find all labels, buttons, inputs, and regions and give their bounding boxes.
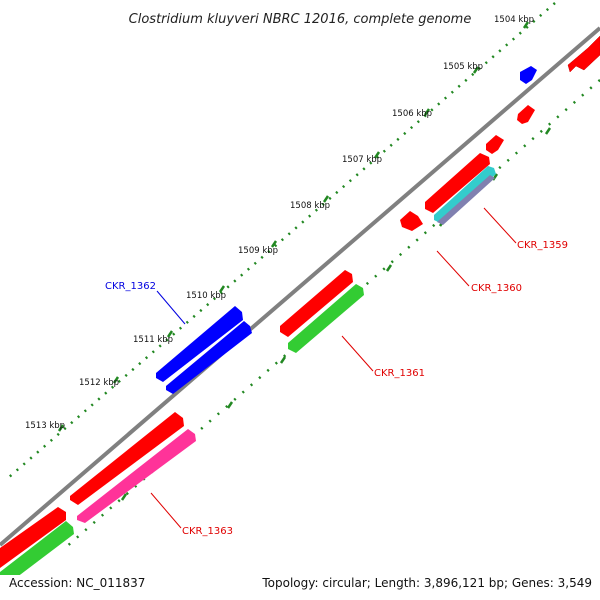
tick-label: 1512 kbp xyxy=(79,378,119,388)
tick-label: 1511 kbp xyxy=(133,335,173,345)
tick-label: 1509 kbp xyxy=(238,246,278,256)
gene-arrow-red[interactable] xyxy=(567,35,600,73)
gene-arrow-red[interactable] xyxy=(70,412,184,505)
scale-dotted-line-outer xyxy=(7,2,556,479)
gene-arrow-red[interactable] xyxy=(592,37,600,52)
gene-label-ckr-1362[interactable]: CKR_1362 xyxy=(105,281,156,292)
gene-arrow-red[interactable] xyxy=(400,211,423,231)
gene-arrow-red[interactable] xyxy=(517,105,535,124)
tick-labels: 1504 kbp 1505 kbp 1506 kbp 1507 kbp 1508… xyxy=(25,15,534,431)
callout-line xyxy=(341,335,374,372)
tick-label: 1506 kbp xyxy=(392,109,432,119)
gene-labels: CKR_1359 CKR_1360 CKR_1361 CKR_1362 CKR_… xyxy=(105,240,568,537)
tick-label: 1508 kbp xyxy=(290,201,330,211)
gene-arrow-red[interactable] xyxy=(486,135,504,154)
gene-arrow-blue[interactable] xyxy=(156,306,243,382)
genome-summary-text: Topology: circular; Length: 3,896,121 bp… xyxy=(261,576,592,590)
gene-arrow-green[interactable] xyxy=(0,521,74,590)
gene-arrow-cyan[interactable] xyxy=(434,166,496,223)
gene-arrow-blue[interactable] xyxy=(166,321,252,394)
callout-line xyxy=(156,290,186,325)
gene-arrow-red[interactable] xyxy=(0,507,66,568)
gene-label-ckr-1363[interactable]: CKR_1363 xyxy=(182,526,233,537)
gene-arrow-blue[interactable] xyxy=(520,66,537,84)
gene-label-ckr-1361[interactable]: CKR_1361 xyxy=(374,368,425,379)
accession-text: Accession: NC_011837 xyxy=(9,576,145,590)
tick-label: 1504 kbp xyxy=(494,15,534,25)
tick-label: 1505 kbp xyxy=(443,62,483,72)
gene-marker-green xyxy=(0,573,6,575)
callout-line xyxy=(436,250,470,287)
map-title: Clostridium kluyveri NBRC 12016, complet… xyxy=(129,12,472,27)
gene-arrow-red[interactable] xyxy=(425,153,490,213)
callout-line xyxy=(150,492,182,529)
genome-backbone xyxy=(0,26,600,547)
tick-marks xyxy=(57,21,530,432)
gene-label-ckr-1360[interactable]: CKR_1360 xyxy=(471,283,522,294)
callout-line xyxy=(483,207,517,244)
tick-label: 1507 kbp xyxy=(342,155,382,165)
tick-label: 1513 kbp xyxy=(25,421,65,431)
gene-label-ckr-1359[interactable]: CKR_1359 xyxy=(517,240,568,251)
gene-arrow-red[interactable] xyxy=(280,270,353,337)
gene-arrow-slate[interactable] xyxy=(437,175,495,225)
gene-arrow-green[interactable] xyxy=(288,284,364,353)
tick-label: 1510 kbp xyxy=(186,291,226,301)
gene-arrow-pink[interactable] xyxy=(77,429,196,523)
